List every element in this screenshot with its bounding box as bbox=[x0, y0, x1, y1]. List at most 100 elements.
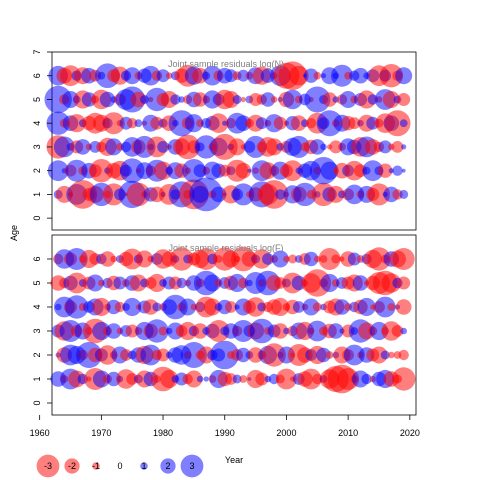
residual-point bbox=[147, 273, 166, 293]
legend-label: 0 bbox=[117, 461, 122, 471]
residual-point bbox=[114, 301, 126, 313]
y-tick-label: 4 bbox=[32, 121, 42, 126]
residual-point bbox=[180, 342, 207, 368]
residual-point bbox=[282, 160, 303, 182]
residual-point bbox=[105, 138, 123, 156]
residual-point bbox=[312, 373, 323, 385]
residual-point bbox=[134, 119, 143, 128]
residual-point bbox=[154, 161, 173, 180]
residual-point bbox=[203, 376, 209, 382]
residual-point bbox=[195, 248, 218, 270]
residual-point bbox=[92, 370, 110, 388]
residual-point bbox=[318, 248, 341, 270]
residual-point bbox=[203, 274, 221, 292]
residual-point bbox=[235, 162, 252, 179]
residual-point bbox=[259, 180, 289, 209]
residual-point bbox=[362, 160, 384, 182]
residual-point bbox=[192, 323, 208, 339]
residual-point bbox=[291, 115, 307, 131]
residual-point bbox=[400, 327, 408, 335]
residual-point bbox=[352, 275, 369, 291]
residual-point bbox=[282, 89, 303, 110]
legend-label: -3 bbox=[44, 461, 52, 471]
residual-point bbox=[378, 140, 392, 154]
residual-point bbox=[275, 189, 286, 200]
residual-point bbox=[397, 276, 411, 290]
y-axis-title: Age bbox=[9, 225, 19, 241]
residual-point bbox=[152, 302, 162, 312]
residual-point bbox=[401, 168, 406, 173]
residual-point bbox=[273, 116, 287, 130]
residual-point bbox=[370, 346, 388, 364]
residual-point bbox=[142, 299, 159, 315]
residual-point bbox=[113, 276, 127, 290]
x-axis-title: Year bbox=[225, 455, 243, 465]
residual-point bbox=[192, 92, 208, 107]
residual-point bbox=[75, 139, 91, 155]
residual-point bbox=[169, 247, 194, 271]
residual-point bbox=[304, 86, 331, 113]
panel-log-f-title: Joint sample residuals log(F) bbox=[168, 243, 283, 253]
x-tick-label: 2000 bbox=[276, 428, 296, 438]
residual-point bbox=[44, 85, 72, 114]
residual-point bbox=[92, 297, 111, 317]
residual-point bbox=[303, 251, 319, 267]
residual-point bbox=[47, 160, 69, 182]
residual-point bbox=[129, 274, 147, 292]
residual-point bbox=[322, 92, 337, 107]
residual-point bbox=[312, 302, 322, 312]
legend-label: 3 bbox=[189, 461, 194, 471]
residual-point bbox=[237, 69, 250, 82]
panel-log-n-y-axis: 0 1 2 3 4 5 6 7 bbox=[32, 49, 52, 221]
residual-point bbox=[145, 319, 169, 343]
residual-point bbox=[211, 133, 238, 160]
residual-point bbox=[302, 298, 320, 316]
legend-marker bbox=[36, 454, 60, 478]
y-tick-label: 4 bbox=[32, 304, 42, 309]
legend-label: 2 bbox=[165, 461, 170, 471]
residual-point bbox=[232, 95, 242, 104]
residual-point bbox=[395, 67, 413, 85]
residual-point bbox=[329, 140, 343, 154]
residual-point bbox=[339, 91, 357, 108]
residual-point bbox=[126, 182, 151, 207]
x-tick-label: 2020 bbox=[400, 428, 420, 438]
residual-point bbox=[105, 323, 122, 339]
residual-point bbox=[398, 349, 409, 361]
residual-point bbox=[320, 273, 339, 293]
y-tick-label: 2 bbox=[32, 352, 42, 357]
residual-point bbox=[66, 272, 88, 294]
legend-label: 1 bbox=[141, 461, 146, 471]
residual-point bbox=[157, 141, 170, 153]
residual-point bbox=[358, 322, 376, 340]
residual-point bbox=[127, 118, 138, 129]
residual-point bbox=[320, 143, 327, 151]
residual-point bbox=[379, 63, 403, 88]
residual-point bbox=[271, 297, 290, 317]
residual-point bbox=[210, 340, 239, 370]
residual-point bbox=[119, 158, 145, 183]
residual-point bbox=[395, 299, 412, 315]
y-tick-label: 6 bbox=[32, 73, 42, 78]
panel-log-n-points bbox=[44, 61, 413, 212]
residual-point bbox=[325, 351, 334, 359]
residual-point bbox=[388, 351, 395, 359]
residual-point bbox=[392, 248, 415, 270]
residual-point bbox=[208, 113, 229, 133]
residual-point bbox=[293, 182, 317, 207]
residual-point bbox=[185, 370, 203, 388]
residual-point bbox=[357, 297, 376, 317]
panel-log-f-y-axis: 0 1 2 3 4 5 6 bbox=[32, 256, 52, 406]
residual-point bbox=[391, 141, 404, 153]
y-tick-label: 2 bbox=[32, 168, 42, 173]
residual-point bbox=[367, 247, 391, 271]
residual-point bbox=[184, 114, 203, 133]
residual-point bbox=[97, 345, 118, 365]
residual-point bbox=[222, 91, 240, 108]
residual-point bbox=[228, 138, 246, 156]
y-tick-label: 3 bbox=[32, 144, 42, 149]
residual-point bbox=[271, 250, 289, 268]
residual-point bbox=[272, 323, 289, 339]
y-tick-label: 5 bbox=[32, 280, 42, 285]
